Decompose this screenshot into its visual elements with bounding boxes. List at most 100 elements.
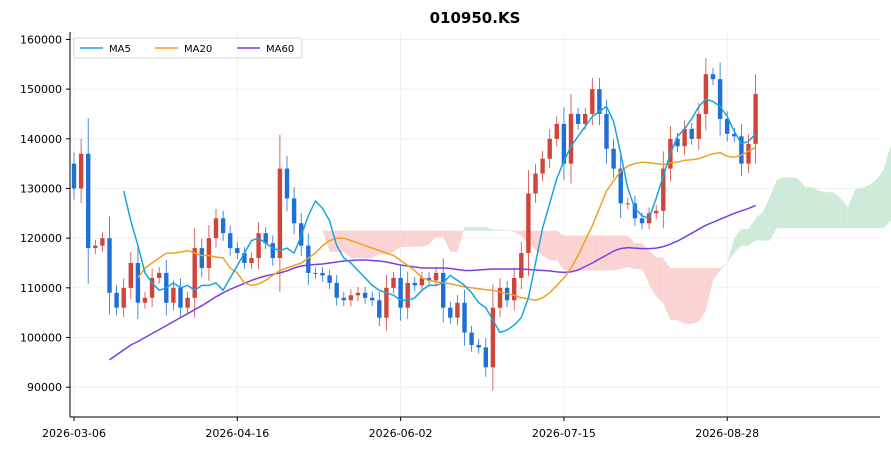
cloud-segment	[563, 235, 571, 272]
candle-body	[703, 74, 709, 114]
cloud-segment	[336, 230, 344, 252]
cloud-segment	[812, 187, 820, 229]
candle-body	[476, 344, 481, 348]
candle-body	[469, 332, 474, 345]
candle-body	[753, 94, 758, 144]
cloud-segment	[705, 267, 713, 311]
candle-body	[497, 287, 503, 308]
cloud-segment	[670, 267, 678, 321]
axes	[69, 32, 880, 418]
cloud-segment	[627, 235, 635, 270]
candle-body	[86, 153, 91, 249]
candle-body	[533, 173, 538, 194]
candle-body	[717, 79, 723, 119]
cloud-segment	[869, 179, 877, 229]
cloud-segment	[265, 171, 273, 201]
candle-body	[412, 282, 417, 286]
candle-body	[540, 158, 545, 174]
cloud-segment	[649, 250, 657, 297]
candle-body	[277, 168, 283, 259]
candle-body	[632, 203, 638, 219]
candle-body	[519, 253, 524, 278]
candle-body	[490, 307, 496, 368]
cloud-segment	[464, 226, 472, 231]
candle-body	[654, 210, 659, 214]
candle-body	[348, 295, 354, 301]
candle-body	[100, 238, 105, 246]
cloud-segment	[826, 192, 834, 229]
candle-body	[682, 128, 687, 147]
y-tick-label: 160000	[20, 33, 62, 46]
candle-body	[334, 282, 339, 298]
candle-body	[320, 272, 325, 276]
cloud-segment	[613, 235, 621, 271]
cloud-segment	[862, 185, 870, 229]
candle-body	[611, 148, 616, 169]
cloud-segment	[407, 230, 415, 247]
cloud-segment	[698, 267, 706, 322]
cloud-segment	[642, 243, 650, 285]
candle-body	[547, 138, 552, 159]
cloud-segment	[443, 230, 451, 252]
candle-body	[689, 128, 694, 139]
candle-body	[639, 218, 645, 224]
cloud-segment	[421, 230, 429, 247]
cloud-segment	[379, 230, 387, 255]
cloud-segment	[741, 228, 749, 246]
cloud-segment	[457, 226, 465, 252]
candle-body	[121, 287, 126, 308]
candle-body	[462, 302, 467, 333]
cloud-segment	[663, 258, 671, 321]
ichimoku-cloud	[258, 146, 891, 324]
legend-label-ma5: MA5	[109, 44, 131, 55]
candle-body	[206, 238, 212, 268]
candle-body	[590, 89, 595, 114]
x-tick-label: 2026-04-16	[205, 427, 269, 440]
legend-label-ma60: MA60	[266, 44, 294, 55]
cloud-segment	[883, 146, 891, 229]
cloud-segment	[492, 229, 500, 231]
cloud-segment	[776, 177, 784, 229]
moving-average-lines	[109, 98, 757, 361]
chart-title: 010950.KS	[430, 9, 521, 27]
x-tick-label: 2026-08-28	[695, 427, 759, 440]
candle-body	[625, 203, 630, 205]
cloud-segment	[471, 226, 479, 231]
cloud-segment	[414, 230, 422, 247]
cloud-segment	[855, 187, 863, 229]
candle-body	[355, 292, 361, 296]
cloud-segment	[585, 235, 593, 271]
ma5-line	[122, 98, 757, 334]
y-tick-label: 120000	[20, 232, 62, 245]
candle-body	[597, 89, 602, 114]
candle-body	[362, 292, 368, 298]
cloud-segment	[819, 190, 827, 229]
y-axis-ticks: 90000 100000 110000 120000 130000 140000 15000…	[20, 33, 70, 394]
cloud-segment	[755, 212, 763, 241]
candle-body	[114, 292, 119, 308]
candle-body	[78, 153, 84, 189]
candle-body	[433, 272, 439, 281]
candle-body	[242, 253, 247, 263]
cloud-segment	[599, 235, 607, 271]
candle-body	[370, 297, 375, 301]
candle-body	[391, 277, 396, 288]
candle-body	[554, 123, 559, 139]
candle-body	[192, 248, 197, 298]
cloud-segment	[485, 226, 493, 231]
candle-body	[384, 287, 389, 318]
candle-body	[739, 136, 744, 164]
cloud-segment	[343, 230, 351, 259]
candle-body	[220, 218, 226, 234]
candlesticks	[71, 57, 758, 391]
cloud-segment	[592, 235, 600, 271]
candle-body	[93, 245, 98, 249]
candle-body	[398, 277, 403, 308]
candle-body	[483, 347, 488, 368]
candle-body	[228, 233, 233, 249]
candle-body	[199, 248, 204, 268]
legend: MA5 MA20 MA60	[73, 37, 303, 59]
candle-body	[71, 163, 77, 189]
candle-body	[419, 277, 425, 286]
cloud-segment	[769, 179, 777, 241]
